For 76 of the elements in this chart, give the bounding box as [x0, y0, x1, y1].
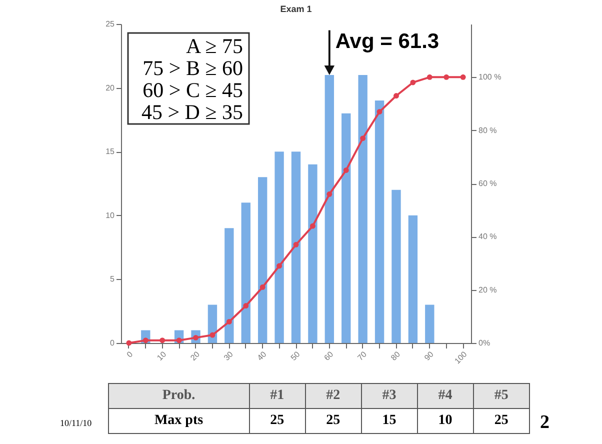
- bar: [425, 304, 434, 343]
- chart-title: Exam 1: [280, 4, 312, 14]
- text: 15: [361, 408, 418, 434]
- x-tick-label: 0: [125, 349, 135, 360]
- point: [426, 74, 432, 80]
- y-tick-label: 15: [106, 147, 116, 156]
- point: [160, 338, 166, 344]
- x-tick-label: 30: [222, 349, 236, 362]
- point: [260, 284, 266, 290]
- point: [126, 340, 132, 346]
- y-tick-label: 5: [110, 274, 116, 284]
- bar: [274, 152, 284, 343]
- point: [343, 167, 349, 173]
- y-tick-label: 20: [106, 83, 116, 92]
- x-tick-label: 80: [389, 349, 402, 362]
- point: [310, 223, 316, 229]
- bar: [258, 177, 268, 343]
- y-tick-label: 10: [106, 210, 116, 220]
- x-tick-label: 50: [288, 349, 302, 362]
- bar: [224, 228, 234, 343]
- point: [360, 136, 366, 142]
- text: Max pts: [108, 408, 250, 434]
- text: #5: [473, 384, 530, 408]
- point: [210, 332, 216, 338]
- y-tick-label: 25: [106, 20, 116, 28]
- bar: [392, 190, 401, 343]
- text: #4: [417, 384, 474, 408]
- y2-tick-label: 80 %: [478, 126, 497, 135]
- y-tick-label: 0: [110, 338, 116, 348]
- x-tick-label: 90: [422, 349, 436, 362]
- point: [276, 263, 282, 269]
- bar: [291, 152, 301, 343]
- point: [142, 338, 148, 344]
- text: 10/11/10: [60, 418, 92, 428]
- bar: [208, 304, 218, 343]
- text: 25: [249, 408, 306, 434]
- annotation: 60 > C ≥ 45: [142, 78, 243, 102]
- x-tick-label: 60: [322, 349, 336, 362]
- x-tick-label: 70: [356, 349, 369, 362]
- text: 2: [540, 412, 550, 434]
- point: [410, 80, 416, 86]
- text: 25: [473, 408, 530, 434]
- point: [226, 319, 232, 324]
- text: #2: [305, 384, 362, 408]
- bar: [358, 75, 368, 343]
- annotation: A ≥ 75: [186, 34, 243, 58]
- point: [243, 303, 249, 309]
- point: [394, 93, 399, 99]
- text: Prob.: [108, 384, 250, 408]
- x-tick-label: 40: [256, 349, 269, 362]
- bar: [408, 215, 418, 343]
- point: [293, 242, 299, 248]
- point: [176, 338, 182, 344]
- text: 10: [417, 408, 474, 434]
- bar: [374, 100, 384, 343]
- annotation: Avg = 61.3: [335, 30, 440, 54]
- point: [326, 191, 332, 197]
- text: #3: [361, 384, 418, 408]
- bar: [342, 113, 351, 343]
- bar: [241, 202, 250, 343]
- y2-tick-label: 60 %: [478, 179, 497, 188]
- point: [460, 74, 466, 80]
- y2-tick-label: 100 %: [478, 72, 502, 82]
- bar: [308, 164, 318, 343]
- annotation: 75 > B ≥ 60: [142, 56, 243, 80]
- annotation: 45 > D ≥ 35: [141, 100, 243, 124]
- x-tick-label: 20: [188, 349, 202, 362]
- text: #1: [249, 384, 306, 408]
- y2-tick-label: 0%: [478, 338, 490, 348]
- x-tick-label: 10: [155, 349, 168, 362]
- x-tick-label: 100: [452, 349, 470, 366]
- y2-tick-label: 40 %: [478, 232, 497, 242]
- point: [376, 108, 382, 114]
- point: [444, 74, 450, 80]
- y2-tick-label: 20 %: [478, 285, 497, 294]
- text: 25: [305, 408, 362, 434]
